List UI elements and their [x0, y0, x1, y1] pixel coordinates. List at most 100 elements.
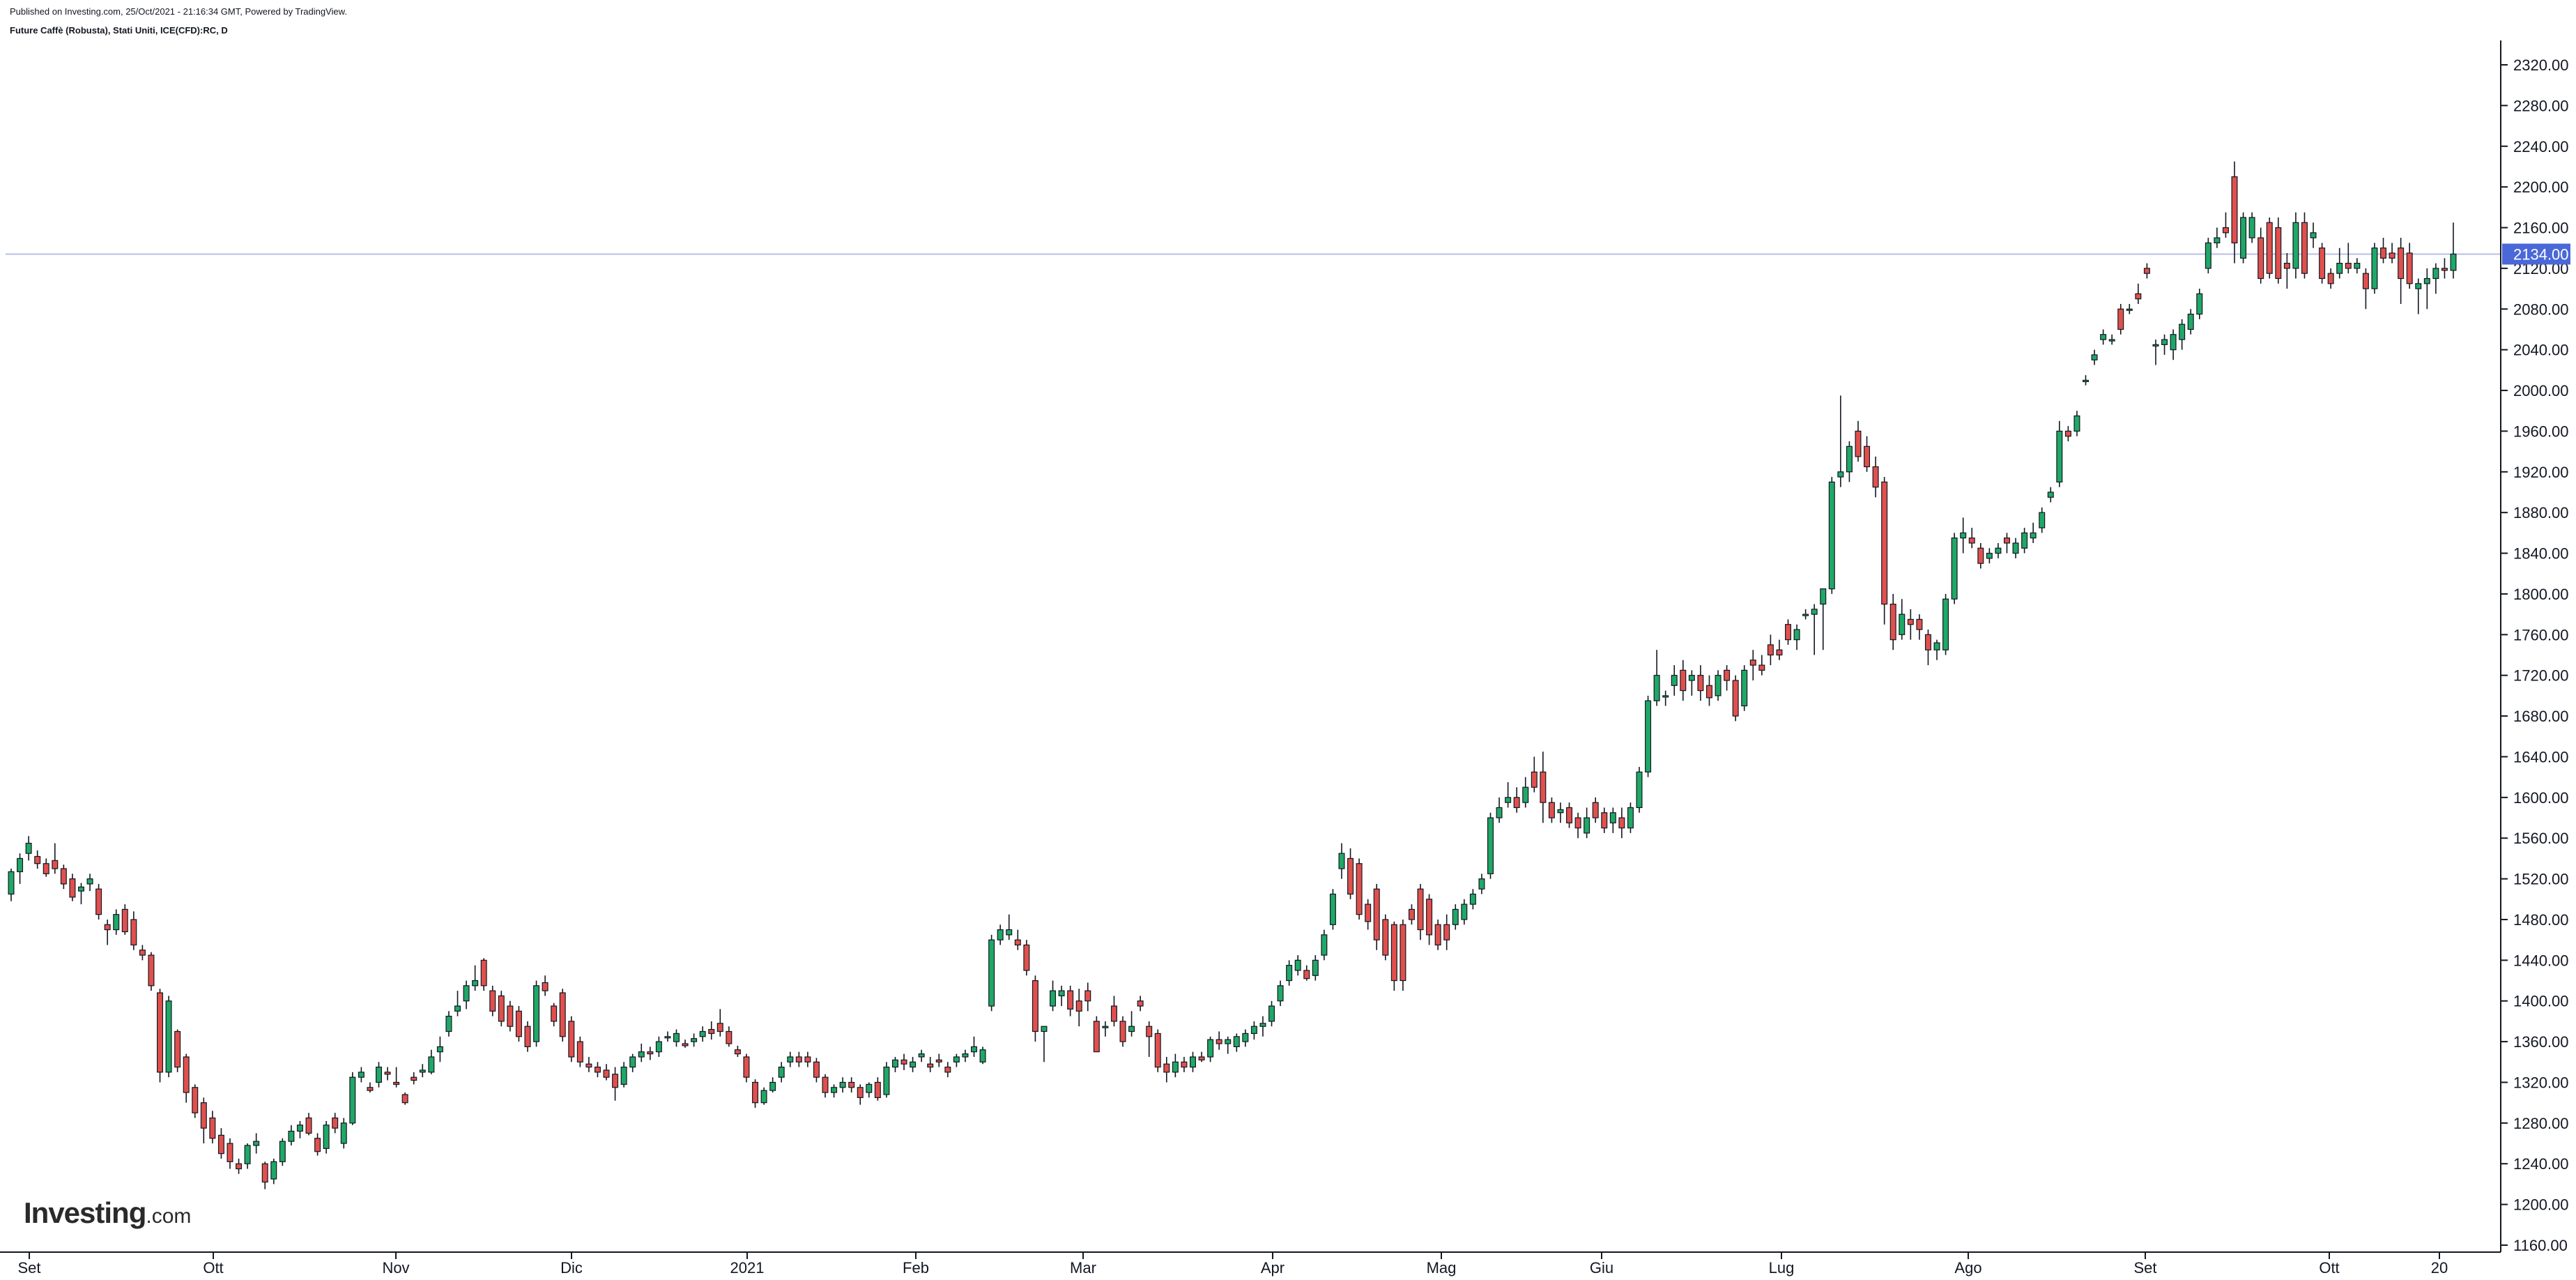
candle[interactable]: [95, 883, 102, 920]
candle[interactable]: [1855, 420, 1862, 462]
candle[interactable]: [612, 1067, 619, 1101]
candle[interactable]: [542, 975, 549, 996]
candle[interactable]: [227, 1138, 233, 1169]
candle[interactable]: [1846, 441, 1853, 482]
candle[interactable]: [2327, 268, 2334, 289]
candle[interactable]: [1828, 477, 1835, 594]
candle[interactable]: [507, 1000, 514, 1032]
candle[interactable]: [900, 1053, 907, 1070]
candle[interactable]: [866, 1082, 873, 1098]
candle[interactable]: [1671, 665, 1678, 696]
candle[interactable]: [1294, 955, 1301, 976]
candle[interactable]: [1181, 1056, 1188, 1072]
candle[interactable]: [568, 1016, 575, 1062]
candle[interactable]: [2240, 212, 2247, 264]
candle[interactable]: [1899, 599, 1906, 640]
candle[interactable]: [647, 1046, 654, 1060]
investing-logo[interactable]: Investing.com: [24, 1196, 191, 1230]
candle[interactable]: [43, 858, 49, 877]
candle[interactable]: [795, 1051, 802, 1067]
candle[interactable]: [1820, 588, 1827, 650]
candle[interactable]: [2179, 319, 2186, 350]
candle[interactable]: [2406, 243, 2413, 289]
candle[interactable]: [1365, 899, 1372, 930]
candle[interactable]: [1259, 1016, 1266, 1037]
candle[interactable]: [2423, 268, 2430, 310]
candle[interactable]: [1461, 899, 1468, 925]
candle[interactable]: [192, 1084, 199, 1118]
candle[interactable]: [1277, 980, 1284, 1007]
candle[interactable]: [726, 1026, 733, 1047]
candle[interactable]: [1417, 883, 1424, 940]
candle[interactable]: [883, 1062, 890, 1098]
candle[interactable]: [1960, 517, 1967, 554]
candle[interactable]: [1110, 996, 1117, 1027]
candle[interactable]: [2292, 212, 2299, 279]
candle[interactable]: [454, 991, 461, 1016]
candle[interactable]: [1067, 985, 1074, 1016]
candle[interactable]: [638, 1044, 645, 1062]
candle[interactable]: [2047, 487, 2054, 503]
candle[interactable]: [2450, 222, 2457, 279]
candle[interactable]: [2039, 507, 2046, 533]
candle[interactable]: [831, 1084, 838, 1098]
candle[interactable]: [261, 1161, 268, 1189]
candle[interactable]: [217, 1128, 224, 1159]
candle[interactable]: [1636, 767, 1643, 813]
candle[interactable]: [524, 1021, 531, 1052]
candle[interactable]: [1618, 807, 1625, 839]
candle[interactable]: [1390, 921, 1397, 991]
candle[interactable]: [60, 864, 67, 890]
candle[interactable]: [2362, 268, 2369, 310]
candle[interactable]: [1487, 812, 1494, 879]
candle[interactable]: [2073, 411, 2080, 436]
candle[interactable]: [2354, 258, 2361, 274]
candle[interactable]: [2345, 243, 2352, 274]
candle[interactable]: [1584, 807, 1590, 839]
candle[interactable]: [253, 1133, 260, 1154]
candle[interactable]: [1872, 456, 1879, 498]
candle[interactable]: [25, 836, 32, 861]
candle[interactable]: [1741, 665, 1748, 711]
candle[interactable]: [1767, 634, 1774, 666]
candle[interactable]: [1566, 802, 1573, 828]
candle[interactable]: [1312, 955, 1319, 981]
candle[interactable]: [130, 911, 137, 950]
candle[interactable]: [1338, 843, 1345, 879]
candle[interactable]: [1548, 797, 1555, 823]
candle[interactable]: [2257, 227, 2264, 284]
candle[interactable]: [734, 1045, 741, 1057]
candle[interactable]: [2126, 303, 2133, 314]
candle[interactable]: [1137, 996, 1144, 1012]
candle[interactable]: [1172, 1053, 1179, 1078]
candle[interactable]: [1408, 904, 1415, 925]
candle[interactable]: [533, 980, 540, 1047]
candle[interactable]: [874, 1077, 881, 1101]
candle[interactable]: [1531, 756, 1538, 793]
candle[interactable]: [673, 1029, 680, 1047]
candle[interactable]: [1653, 650, 1660, 706]
candle[interactable]: [620, 1062, 627, 1088]
candle[interactable]: [1382, 914, 1389, 961]
candle[interactable]: [200, 1097, 207, 1144]
candle[interactable]: [209, 1111, 216, 1144]
candle[interactable]: [113, 909, 120, 935]
candle[interactable]: [1592, 797, 1599, 823]
candle[interactable]: [1522, 777, 1529, 808]
candle[interactable]: [2319, 243, 2326, 284]
candle[interactable]: [585, 1056, 592, 1072]
candle[interactable]: [2371, 243, 2378, 294]
candle[interactable]: [2143, 263, 2150, 279]
candle[interactable]: [1400, 919, 1406, 991]
candle[interactable]: [1075, 989, 1082, 1027]
candle[interactable]: [2310, 222, 2317, 248]
candle[interactable]: [1128, 1011, 1135, 1037]
candle[interactable]: [743, 1053, 750, 1083]
candle[interactable]: [1942, 593, 1949, 655]
candle[interactable]: [752, 1079, 759, 1108]
candle[interactable]: [1443, 914, 1450, 950]
candle[interactable]: [34, 850, 41, 869]
candle[interactable]: [891, 1056, 898, 1072]
candle[interactable]: [1933, 639, 1940, 660]
